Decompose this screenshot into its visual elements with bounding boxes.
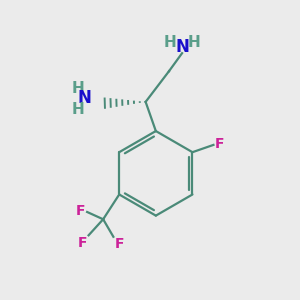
- Text: N: N: [175, 38, 189, 56]
- Text: N: N: [77, 89, 91, 107]
- Text: H: H: [71, 81, 84, 96]
- Text: H: H: [71, 102, 84, 117]
- Text: F: F: [76, 204, 86, 218]
- Text: F: F: [115, 237, 124, 251]
- Text: F: F: [78, 236, 87, 250]
- Text: H: H: [188, 34, 201, 50]
- Text: F: F: [215, 137, 224, 151]
- Text: H: H: [164, 34, 176, 50]
